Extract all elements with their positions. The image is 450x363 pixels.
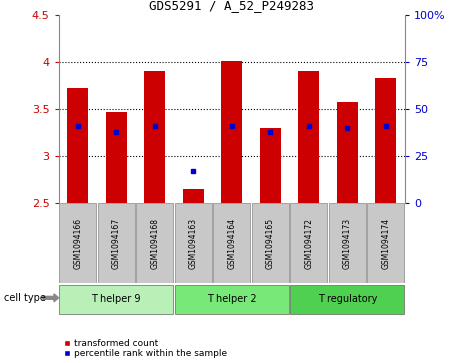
Text: T helper 2: T helper 2 bbox=[207, 294, 256, 304]
Bar bbox=[375, 78, 396, 203]
Bar bbox=[213, 203, 250, 283]
Bar bbox=[106, 112, 127, 203]
Text: cell type: cell type bbox=[4, 293, 46, 303]
Text: GSM1094164: GSM1094164 bbox=[227, 218, 236, 269]
Bar bbox=[67, 88, 88, 203]
Text: T regulatory: T regulatory bbox=[318, 294, 377, 304]
Bar bbox=[329, 203, 365, 283]
Bar bbox=[175, 203, 212, 283]
Bar bbox=[298, 71, 320, 203]
Bar bbox=[368, 203, 404, 283]
Bar bbox=[260, 128, 281, 203]
Bar bbox=[59, 203, 96, 283]
Bar bbox=[221, 61, 243, 203]
Bar bbox=[183, 189, 204, 203]
Bar bbox=[290, 203, 327, 283]
Bar bbox=[136, 203, 173, 283]
Bar bbox=[59, 285, 173, 314]
Text: GSM1094163: GSM1094163 bbox=[189, 218, 198, 269]
Text: GSM1094167: GSM1094167 bbox=[112, 218, 121, 269]
Bar bbox=[175, 285, 288, 314]
Title: GDS5291 / A_52_P249283: GDS5291 / A_52_P249283 bbox=[149, 0, 314, 12]
Bar bbox=[252, 203, 288, 283]
Text: GSM1094168: GSM1094168 bbox=[150, 218, 159, 269]
Text: GSM1094173: GSM1094173 bbox=[343, 218, 352, 269]
Bar bbox=[290, 285, 404, 314]
Text: GSM1094165: GSM1094165 bbox=[266, 218, 275, 269]
Text: GSM1094174: GSM1094174 bbox=[381, 218, 390, 269]
Text: GSM1094172: GSM1094172 bbox=[304, 218, 313, 269]
Text: T helper 9: T helper 9 bbox=[91, 294, 141, 304]
Bar bbox=[98, 203, 135, 283]
Legend: transformed count, percentile rank within the sample: transformed count, percentile rank withi… bbox=[63, 339, 227, 359]
Bar bbox=[144, 71, 165, 203]
Text: GSM1094166: GSM1094166 bbox=[73, 218, 82, 269]
Bar bbox=[337, 102, 358, 203]
